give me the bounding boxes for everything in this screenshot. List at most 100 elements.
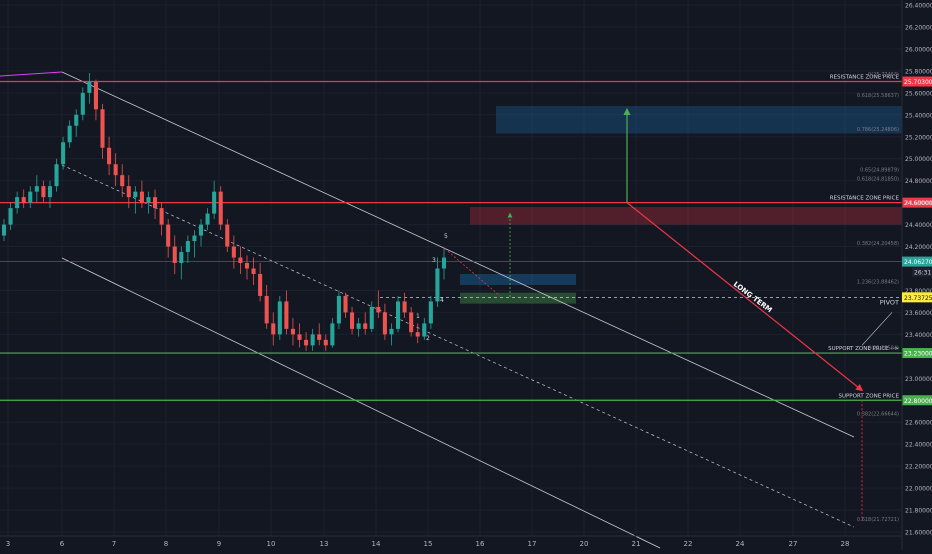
candle-body (159, 208, 164, 225)
candle-body (93, 81, 98, 110)
candle-body (356, 323, 361, 329)
fib-label: 0(23.28584) (868, 346, 899, 352)
pivot-price-tag: 23.73725 (904, 295, 932, 302)
candle-body (100, 109, 105, 148)
x-tick-label: 28 (841, 540, 850, 548)
x-tick-label: 20 (580, 540, 589, 548)
candle-body (61, 142, 66, 165)
candle-body (244, 263, 250, 269)
x-tick-label: 21 (632, 540, 641, 548)
candle-body (369, 306, 374, 329)
fib-label: 0(25.77463) (868, 72, 899, 78)
candle-body (376, 306, 381, 313)
level-label: SUPPORT ZONE PRICE --> (828, 346, 899, 352)
candle-body (264, 295, 269, 324)
candle-body (389, 328, 394, 335)
candle-body (251, 268, 256, 274)
candle-body (297, 334, 302, 340)
y-tick-label: 26.40000 (905, 3, 932, 10)
entry-zone-box (460, 292, 576, 304)
candle-body (54, 164, 59, 187)
entry-target-box (460, 273, 576, 285)
x-tick-label: 17 (528, 540, 537, 548)
candle-body (179, 252, 184, 264)
current-price-tag: 24.06270 (904, 259, 932, 266)
countdown-tag: 26:31 (914, 270, 931, 277)
y-tick-label: 25.20000 (905, 134, 932, 141)
level-label: SUPPORT ZONE PRICE (838, 393, 899, 399)
grid (0, 0, 902, 536)
x-tick-label: 7 (112, 540, 116, 548)
y-tick-label: 25.00000 (905, 156, 932, 163)
level-price-tag-bg (902, 197, 932, 208)
horizontal-levels: RESISTANCE ZONE PRICE 25.70300 RESISTANCE … (0, 75, 932, 406)
level-price-tag: 22.80000 (904, 398, 932, 405)
x-tick-label: 24 (736, 540, 745, 548)
y-tick-label: 22.60000 (905, 420, 932, 427)
wave-label: 1 (416, 313, 420, 320)
top-trend-line (0, 71, 63, 77)
y-tick-label: 22.00000 (905, 486, 932, 493)
x-tick-label: 16 (476, 540, 485, 548)
candle-body (185, 241, 190, 253)
y-tick-label: 24.60000 (905, 200, 932, 207)
fib-label: 0.382(24.20458) (857, 241, 899, 247)
candle-body (192, 235, 197, 242)
candle-body (41, 186, 46, 198)
y-tick-label: 21.60000 (905, 530, 932, 537)
candle-body (422, 323, 427, 337)
candle-body (409, 312, 414, 333)
x-tick-label: 14 (372, 540, 381, 548)
candle-body (139, 191, 144, 203)
candle-body (133, 191, 138, 198)
y-tick-label: 26.20000 (905, 24, 932, 31)
candle-body (284, 301, 289, 329)
candle-body (166, 224, 171, 247)
channel-lines (0, 71, 902, 549)
candle-body (290, 328, 295, 335)
fib-label: 0.786(25.24806) (857, 127, 899, 133)
level-label: RESISTANCE ZONE PRICE (830, 75, 900, 81)
x-tick-label: 8 (164, 540, 168, 548)
fib-label: 1.236(23.88462) (857, 280, 899, 286)
zones (460, 106, 902, 304)
candle-body (126, 186, 131, 198)
candle-body (363, 323, 368, 329)
candle-body (441, 257, 447, 269)
candle-body (317, 334, 322, 340)
target-zone-box (496, 106, 902, 134)
pivot-label: PIVOT (880, 298, 899, 306)
channel-mid-dashed-line (61, 164, 855, 528)
candle-body (218, 191, 223, 225)
candle-body (21, 197, 26, 203)
channel-lower-line (61, 257, 661, 549)
candle-body (238, 257, 243, 264)
candle-body (225, 224, 230, 247)
candle-body (231, 246, 236, 258)
y-tick-label: 22.20000 (905, 464, 932, 471)
x-tick-label: 3 (6, 540, 10, 548)
candle-body (382, 312, 387, 335)
x-tick-label: 15 (424, 540, 433, 548)
y-axis: 26.40000 26.20000 26.00000 25.80000 25.60000… (901, 0, 932, 550)
y-tick-label: 23.00000 (905, 376, 932, 383)
y-tick-label: 21.80000 (905, 508, 932, 515)
candle-body (113, 164, 118, 176)
candle-body (15, 197, 20, 209)
candle-body (74, 114, 79, 126)
level-price-tag: 23.23000 (904, 351, 932, 358)
fib-label: 0.618(21.72721) (857, 517, 899, 523)
candle-body (258, 273, 263, 296)
x-axis: 3 6 7 8 9 10 13 14 15 16 17 20 21 22 24 27 28 (0, 535, 902, 548)
candle-body (1, 224, 7, 236)
fib-label: 0.618(25.58637) (857, 93, 899, 99)
candle-body (395, 301, 401, 329)
candle-body (428, 301, 433, 324)
candle-body (330, 323, 335, 346)
countdown-tag-bg (912, 267, 932, 277)
candle-body (146, 197, 151, 203)
y-tick-label: 22.40000 (905, 442, 932, 449)
